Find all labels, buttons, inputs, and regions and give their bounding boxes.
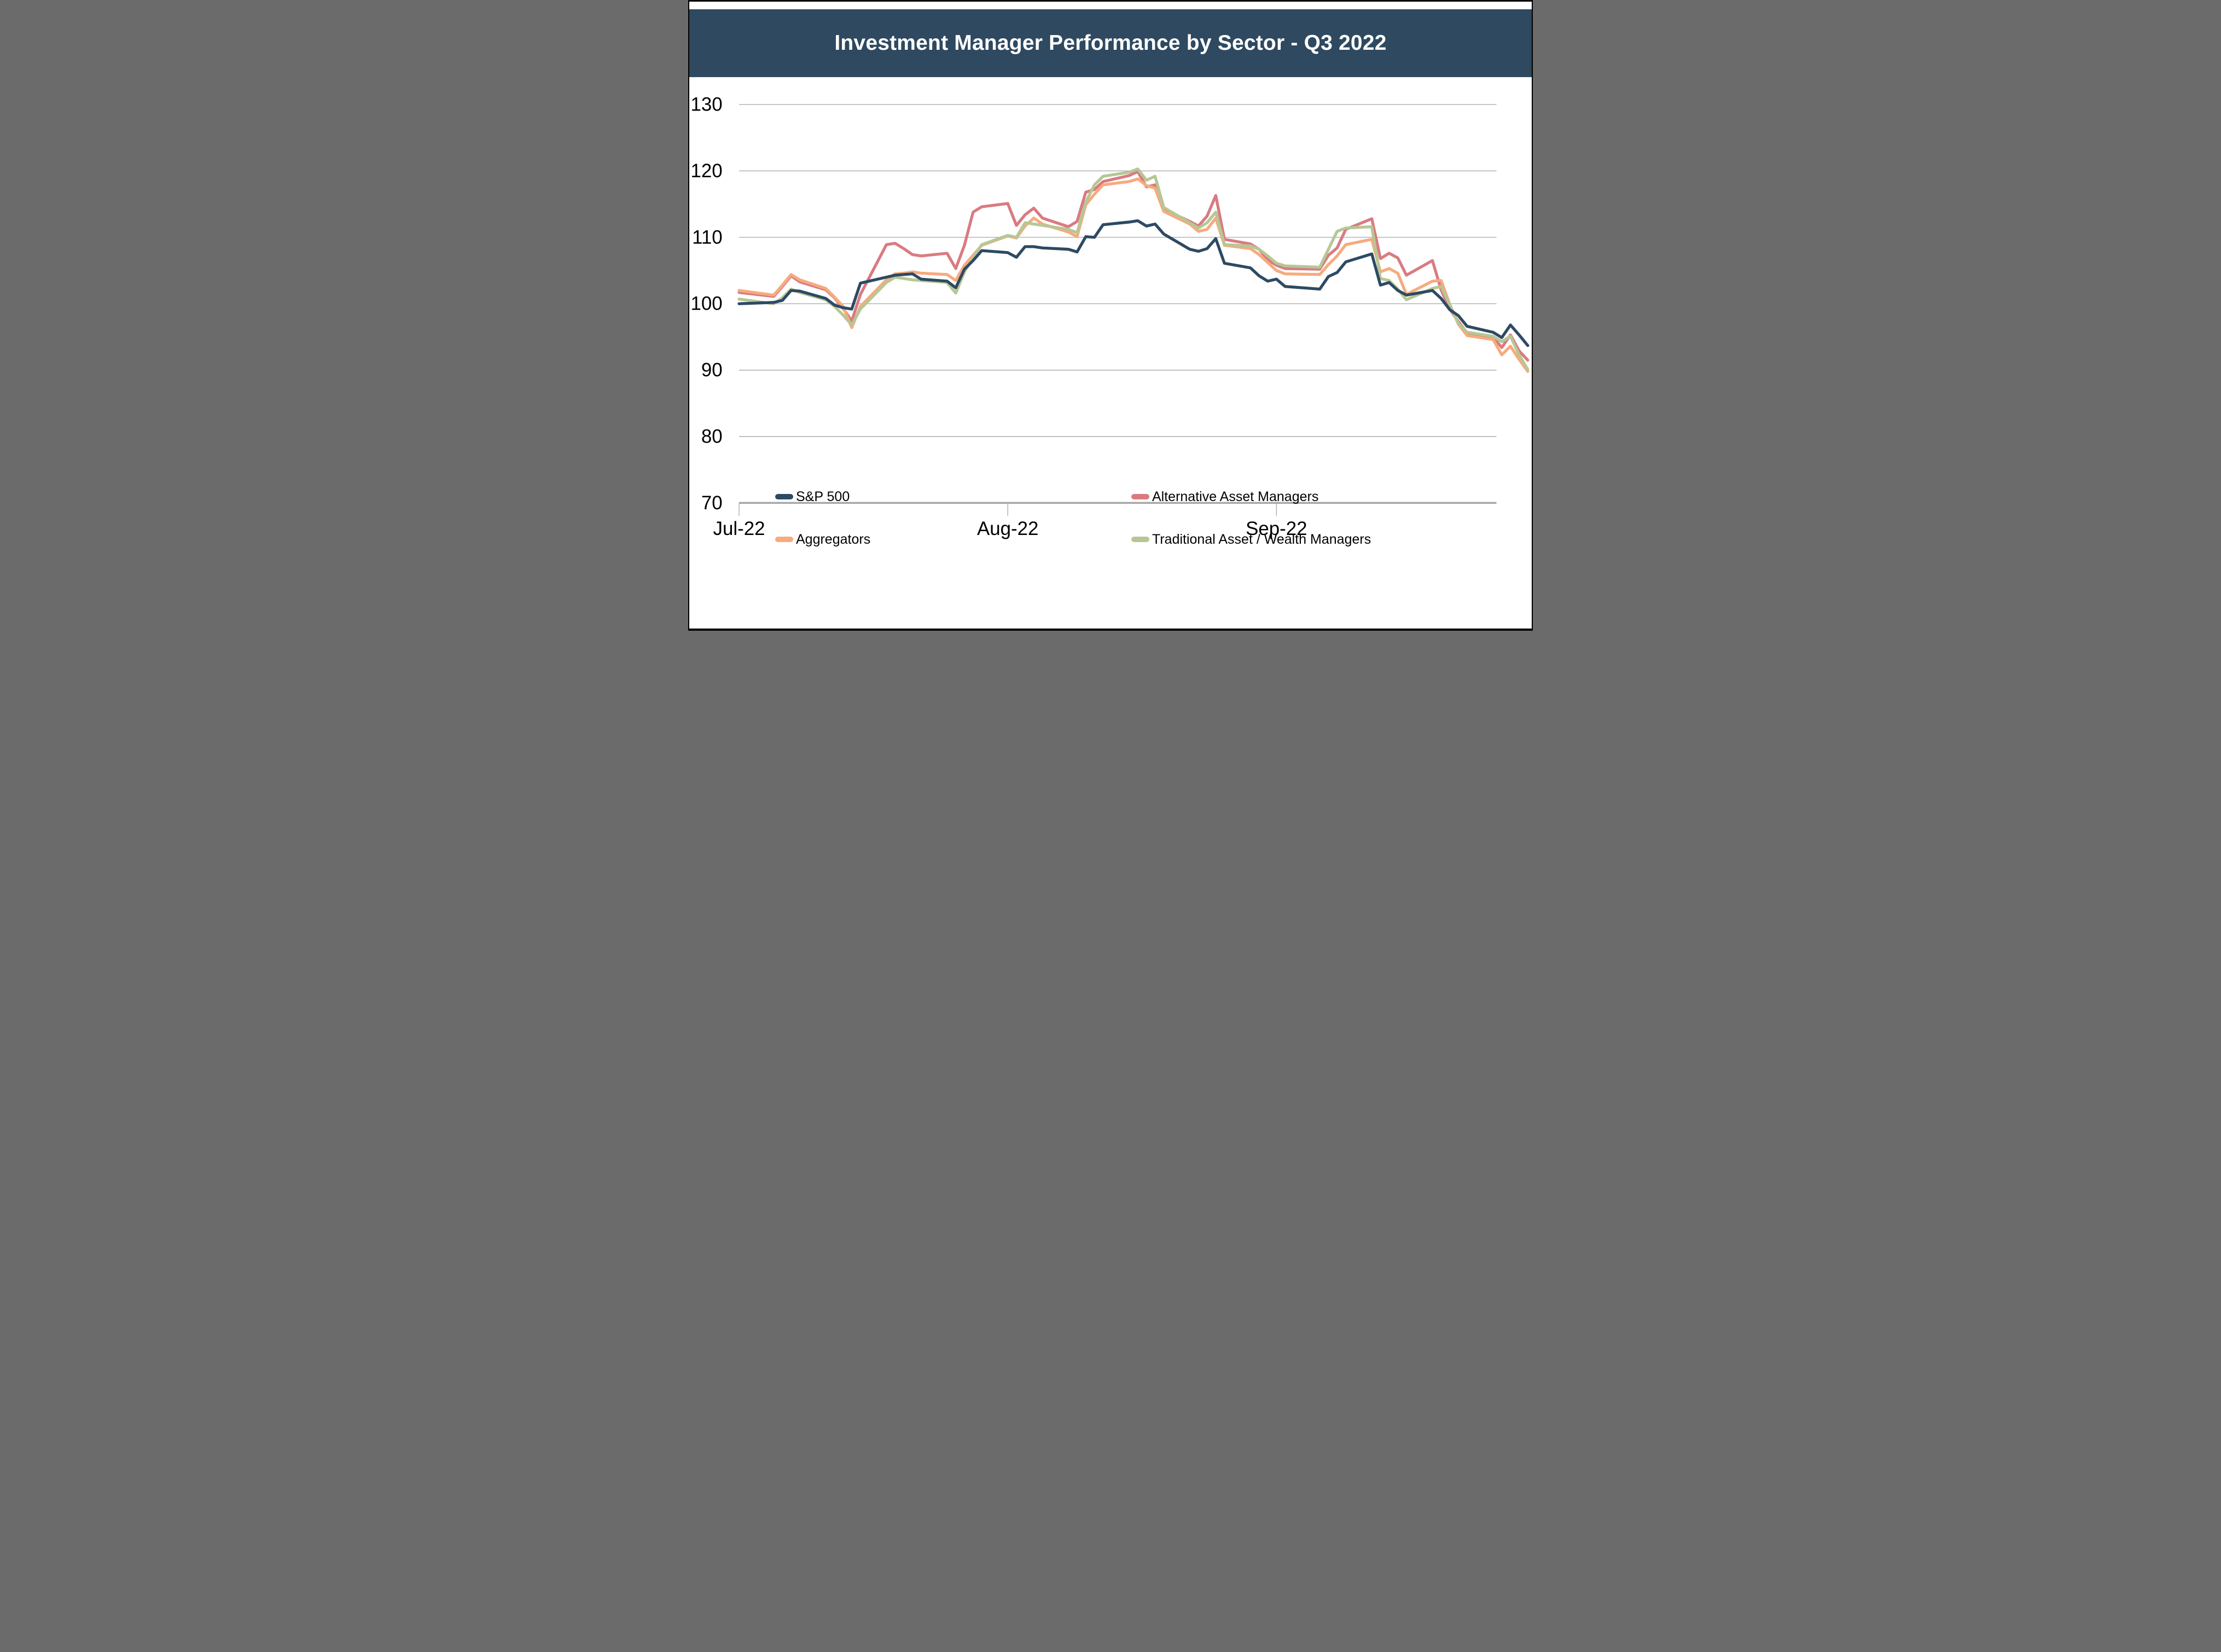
chart-area: 130 120 110 100 90 80 70 Jul-22 Aug-22 Sep-22 — [689, 77, 1532, 627]
series-line-alternative-asset-managers — [737, 170, 1530, 362]
y-tick-label: 110 — [692, 226, 723, 248]
line-chart-svg: 130 120 110 100 90 80 70 Jul-22 Aug-22 Sep-22 — [691, 94, 1530, 539]
y-tick-label: 70 — [701, 492, 723, 514]
page-frame: Investment Manager Performance by Sector… — [688, 0, 1533, 631]
x-axis-labels: Jul-22 Aug-22 Sep-22 — [713, 518, 1307, 539]
page-title: Investment Manager Performance by Sector… — [834, 31, 1387, 55]
title-bar: Investment Manager Performance by Sector… — [689, 9, 1532, 77]
series-line-traditional-asset-wealth-managers — [737, 167, 1530, 371]
y-tick-label: 130 — [691, 94, 723, 115]
y-tick-label: 90 — [701, 359, 723, 381]
y-tick-label: 80 — [701, 426, 723, 447]
x-axis-ticks — [739, 503, 1277, 516]
y-tick-label: 120 — [691, 160, 723, 182]
series-line-aggregators — [737, 177, 1530, 373]
x-tick-label: Sep-22 — [1246, 518, 1307, 539]
x-tick-label: Aug-22 — [977, 518, 1038, 539]
y-tick-label: 100 — [691, 293, 723, 315]
x-tick-label: Jul-22 — [713, 518, 765, 539]
top-margin — [689, 2, 1532, 9]
y-axis-labels: 130 120 110 100 90 80 70 — [691, 94, 723, 514]
series-line-s-p-500 — [737, 219, 1530, 347]
